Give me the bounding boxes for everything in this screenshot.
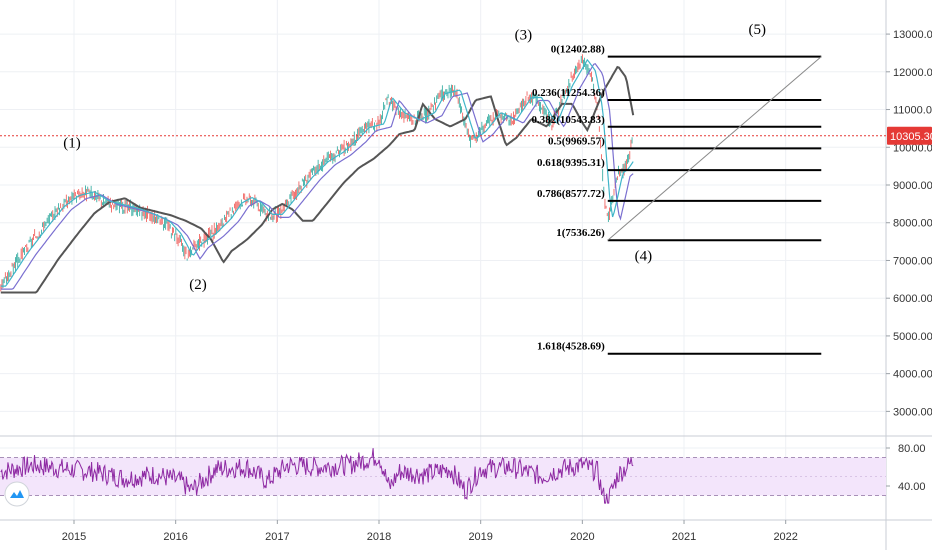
logo-circle [4,481,30,507]
price-tick-label: 8000.00 [893,218,932,230]
osc-tick-label: 40.00 [898,481,926,493]
time-tick-label: 2016 [163,531,187,543]
moving-average-mid [0,62,634,290]
moving-average-slow [0,65,635,294]
price-tick-label: 13000.00 [893,29,932,41]
fib-level-label: 1(7536.26) [556,227,605,239]
oscillator-line [0,448,634,504]
fibonacci-levels: 0(12402.88) 0.236(11254.36) 0.382(10543.83… [531,44,822,355]
time-tick-label: 2015 [62,531,86,543]
price-tick-label: 9000.00 [893,180,932,192]
wave-label: (3) [515,28,533,44]
price-axis: 3000.00 4000.00 5000.00 6000.00 7000.00 8000.… [886,29,932,493]
time-tick-label: 2017 [265,531,289,543]
time-tick-label: 2021 [672,531,696,543]
price-tick-label: 7000.00 [893,255,932,267]
wave-label: (2) [189,277,207,293]
price-tick-label: 3000.00 [893,406,932,418]
grid-layer [0,0,886,520]
trend-line [607,56,822,241]
fib-level-label: 1.618(4528.69) [537,341,605,353]
current-price-value: 10305.30 [890,131,932,143]
fib-level-label: 0.786(8577.72) [537,188,605,200]
price-panel [0,54,886,294]
fib-level-label: 0.5(9969.57) [548,135,605,147]
wave-labels: (1) (2) (3) (4) (5) [63,22,766,293]
time-tick-label: 2019 [468,531,492,543]
fib-level-label: 0(12402.88) [551,44,605,56]
wave-label: (5) [748,22,766,38]
oscillator-band [0,457,886,496]
price-tick-label: 10000.00 [893,142,932,154]
brand-logo[interactable] [4,481,30,507]
time-tick-label: 2018 [367,531,391,543]
price-tick-label: 4000.00 [893,369,932,381]
price-tick-label: 5000.00 [893,331,932,343]
price-tick-label: 12000.00 [893,67,932,79]
brand-logo-icon[interactable] [4,481,30,507]
logo-mark [10,490,24,498]
price-tick-label: 6000.00 [893,293,932,305]
time-axis: 2015 2016 2017 2018 2019 2020 2021 2022 [62,520,798,543]
fib-level-label: 0.382(10543.83) [531,114,605,126]
price-tick-label: 11000.00 [893,105,932,117]
osc-tick-label: 80.00 [898,443,926,455]
fib-level-label: 0.236(11254.36) [532,87,605,99]
moving-average-fast [0,58,634,287]
wave-label: (1) [63,135,81,151]
current-price-tag [887,126,932,145]
fib-level-label: 0.618(9395.31) [537,157,605,169]
oscillator-panel [0,448,886,504]
time-tick-label: 2022 [773,531,797,543]
wave-label: (4) [635,248,653,264]
time-tick-label: 2020 [570,531,594,543]
